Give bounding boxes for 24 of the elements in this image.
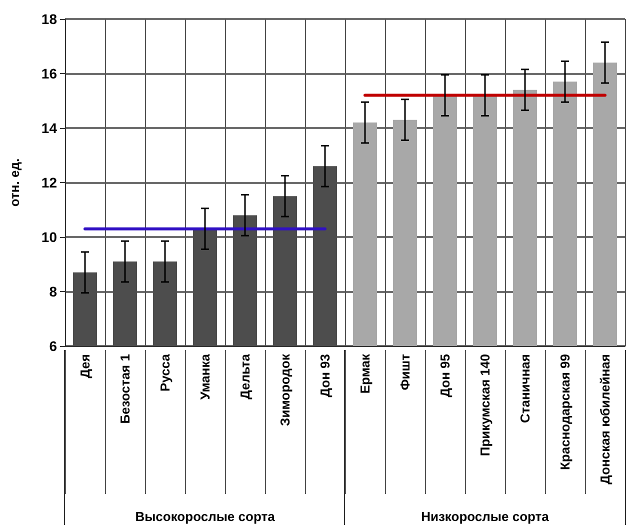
y-tick-label: 10 bbox=[41, 229, 58, 245]
x-tick-label: Дельта bbox=[238, 353, 252, 400]
y-tick-label: 6 bbox=[49, 338, 58, 354]
y-axis-title: отн. ед. bbox=[7, 158, 22, 207]
x-tick-label: Донская юбилейная bbox=[598, 354, 612, 484]
x-tick-label: Уманка bbox=[198, 353, 212, 400]
x-tick-label: Краснодарская 99 bbox=[558, 354, 572, 470]
y-tick-label: 12 bbox=[41, 174, 58, 190]
x-tick-label: Ермак bbox=[358, 354, 372, 394]
y-tick-label: 18 bbox=[41, 11, 58, 27]
x-tick-label: Станичная bbox=[518, 354, 532, 424]
x-tick-label: Дея bbox=[78, 354, 92, 378]
x-tick-label: Зимородок bbox=[278, 354, 292, 426]
y-tick-label: 14 bbox=[41, 120, 58, 136]
x-tick-label: Фишт bbox=[398, 354, 412, 390]
text: Высокорослые сорта bbox=[135, 509, 276, 524]
x-tick-label: Безостая 1 bbox=[118, 354, 132, 424]
y-tick-label: 16 bbox=[41, 66, 58, 82]
x-tick-label: Дон 95 bbox=[438, 354, 452, 398]
y-tick-label: 8 bbox=[49, 284, 58, 300]
x-tick-label: Русса bbox=[158, 353, 172, 392]
x-tick-label: Дон 93 bbox=[318, 354, 332, 398]
text: Низкорослые сорта bbox=[421, 509, 550, 524]
x-tick-label: Прикумская 140 bbox=[478, 354, 492, 456]
